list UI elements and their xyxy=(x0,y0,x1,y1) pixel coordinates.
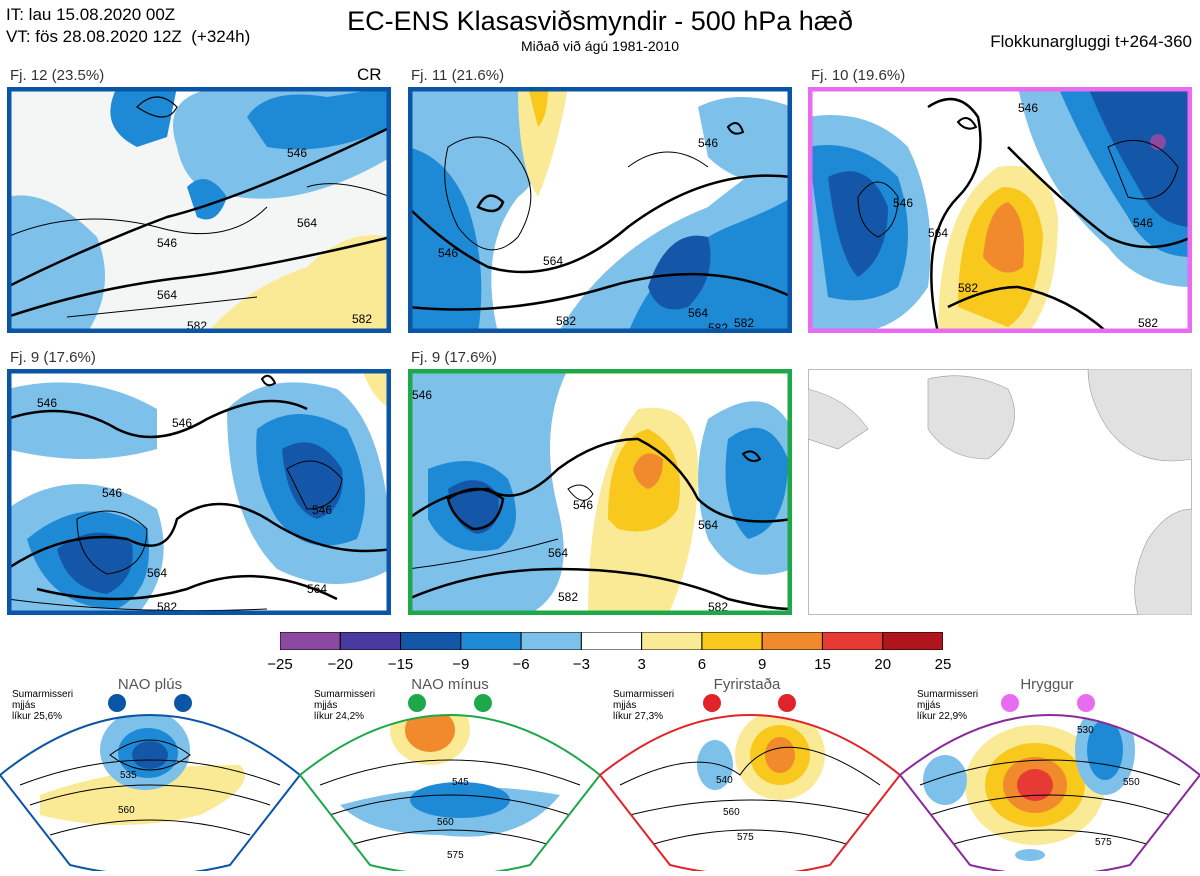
contour-label: 546 xyxy=(893,196,913,210)
panel-tag-cr: CR xyxy=(357,65,382,84)
contour-label: 546 xyxy=(1133,216,1153,230)
regime-contour-label: 540 xyxy=(716,775,733,786)
empty-basemap-panel xyxy=(808,369,1192,615)
regime-contour-label: 560 xyxy=(437,817,454,828)
regime-name-nao-minus: NAO mínus xyxy=(411,676,489,693)
regime-contour-label: 575 xyxy=(447,850,464,861)
contour-label: 546 xyxy=(1018,101,1038,115)
contour-label: 564 xyxy=(147,566,167,580)
colorbar-tick-label: 25 xyxy=(934,656,952,673)
contour-label: 546 xyxy=(438,246,458,260)
regime-name-blocking: Fyrirstaða xyxy=(713,676,781,693)
regime-name-nao-plus: NAO plús xyxy=(117,676,183,693)
contour-label: 546 xyxy=(37,396,57,410)
regime-note-blocking: Sumarmisseri mjjás líkur 27,3% xyxy=(613,689,675,722)
colorbar-tick-label: 3 xyxy=(637,656,646,673)
contour-label: 546 xyxy=(172,416,192,430)
contour-label: 582 xyxy=(734,316,754,330)
it-line: IT: lau 15.08.2020 00Z xyxy=(6,5,176,24)
contour-label: 564 xyxy=(543,254,563,268)
panel-label-3: Fj. 10 (19.6%) xyxy=(811,67,906,84)
colorbar-tick-label: 6 xyxy=(697,656,707,673)
regime-contour-label: 550 xyxy=(1123,777,1140,788)
page-title: EC-ENS Klasasviðsmyndir - 500 hPa hæð xyxy=(347,6,853,36)
regime-contour-label: 530 xyxy=(1077,725,1094,736)
contour-label: 564 xyxy=(307,582,327,596)
contour-label: 582 xyxy=(558,590,578,604)
contour-label: 582 xyxy=(556,314,576,328)
regime-note-nao-minus: Sumarmisseri mjjás líkur 24,2% xyxy=(314,689,376,722)
panel-label-5: Fj. 9 (17.6%) xyxy=(411,349,497,366)
colorbar-tick-label: −15 xyxy=(387,656,414,673)
contour-label: 564 xyxy=(688,306,708,320)
colorbar-bin xyxy=(821,631,884,651)
panel-label-1: Fj. 12 (23.5%) xyxy=(10,67,105,84)
regime-reference-row: 535 560 545 560 575 540 560 575 530 550 … xyxy=(0,675,1200,876)
contour-label: 546 xyxy=(287,146,307,160)
panel-label-2: Fj. 11 (21.6%) xyxy=(411,67,505,84)
colorbar-bin xyxy=(580,631,643,651)
regime-note-ridge: Sumarmisseri mjjás líkur 22,9% xyxy=(917,689,979,722)
contour-label: 546 xyxy=(157,236,177,250)
colorbar-tick-label: 9 xyxy=(758,656,767,673)
colorbar-bin xyxy=(400,631,462,651)
colorbar-tick-label: 20 xyxy=(874,656,892,673)
contour-label: 582 xyxy=(1138,316,1158,330)
colorbar-bin xyxy=(279,631,341,651)
colorbar-tick-label: −6 xyxy=(512,656,530,673)
colorbar-bin xyxy=(339,631,402,651)
colorbar-tick-label: 15 xyxy=(814,656,831,673)
contour-label: 546 xyxy=(573,498,593,512)
contour-label: 546 xyxy=(102,486,122,500)
page-subtitle: Miðað við ágú 1981-2010 xyxy=(520,38,679,54)
colorbar-bin xyxy=(761,631,823,651)
colorbar-bin xyxy=(520,631,582,651)
colorbar-bin xyxy=(641,631,703,651)
contour-label: 564 xyxy=(548,546,568,560)
classification-window: Flokkunargluggi t+264-360 xyxy=(990,32,1192,51)
contour-label: 582 xyxy=(352,312,372,326)
regime-contour-label: 575 xyxy=(737,832,754,843)
regime-contour-label: 575 xyxy=(1095,837,1112,848)
colorbar xyxy=(279,631,944,651)
colorbar-tick-label: −20 xyxy=(327,656,353,673)
regime-contour-label: 560 xyxy=(118,805,135,816)
colorbar-tick-label: −3 xyxy=(572,656,590,673)
map-panel-cluster-11: 546 546 564 582 564 582 582 xyxy=(408,87,792,333)
colorbar-bin xyxy=(882,631,944,651)
contour-label: 564 xyxy=(698,518,718,532)
contour-label: 564 xyxy=(157,288,177,302)
colorbar-tick-label: −25 xyxy=(267,656,293,673)
contour-label: 546 xyxy=(698,136,718,150)
colorbar-bin xyxy=(460,631,522,651)
header-times: IT: lau 15.08.2020 00Z VT: fös 28.08.202… xyxy=(6,4,250,48)
contour-label: 564 xyxy=(928,226,948,240)
regime-name-ridge: Hryggur xyxy=(1020,676,1074,693)
contour-label: 582 xyxy=(958,281,978,295)
regime-contour-label: 535 xyxy=(120,770,137,781)
map-panel-cluster-12: 546 546 564 564 582 582 xyxy=(7,87,391,333)
regime-contour-label: 545 xyxy=(452,777,469,788)
map-panel-cluster-9b: 546 546 564 564 582 582 xyxy=(408,369,792,615)
map-panel-cluster-9a: 546 546 546 546 564 564 582 xyxy=(7,369,391,615)
regime-note-nao-plus: Sumarmisseri mjjás líkur 25,6% xyxy=(12,689,74,722)
regime-contour-label: 560 xyxy=(723,807,740,818)
colorbar-tick-label: −9 xyxy=(452,656,470,673)
vt-line: VT: fös 28.08.2020 12Z (+324h) xyxy=(6,27,251,46)
contour-label: 546 xyxy=(312,503,332,517)
panel-label-4: Fj. 9 (17.6%) xyxy=(10,349,96,366)
contour-label: 564 xyxy=(297,216,317,230)
contour-label: 546 xyxy=(412,388,432,402)
map-panel-cluster-10: 546 546 564 546 582 582 xyxy=(808,87,1192,333)
colorbar-bin xyxy=(701,631,763,651)
